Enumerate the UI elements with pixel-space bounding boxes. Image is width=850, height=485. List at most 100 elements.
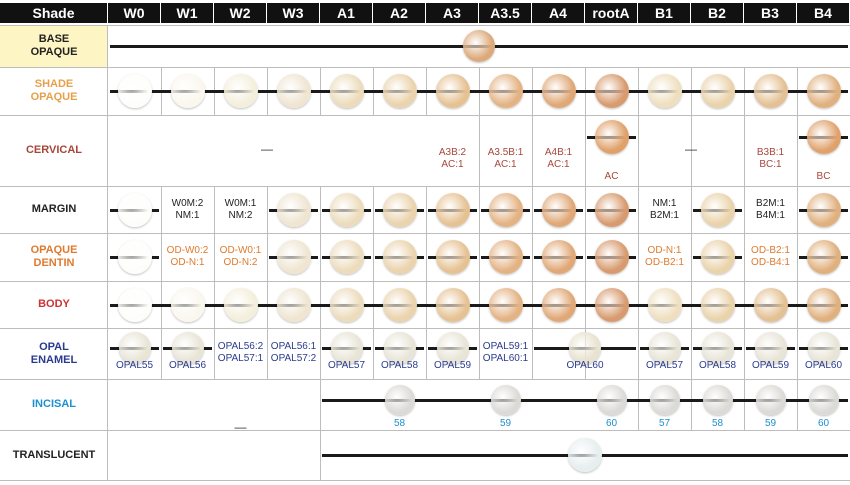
opaque-dentin-3-swatch: [276, 240, 311, 274]
header-shade-label: Shade: [0, 3, 107, 23]
grid-vline-6-1: [426, 186, 427, 379]
margin-3-swatch: [276, 192, 311, 227]
incisal-5-swatch: [755, 385, 786, 415]
body-7-swatch: [488, 287, 523, 322]
opaque-dentin-11-swatch: [700, 240, 735, 274]
incisal-3-swatch: [649, 385, 680, 415]
body-4-swatch: [329, 287, 364, 322]
header-column-a3: A3: [426, 3, 478, 23]
cervical-rootA-swatch: [594, 120, 629, 154]
header-column-a2: A2: [373, 3, 425, 23]
margin-text-3: B2M:1 B4M:1: [756, 197, 785, 221]
grid-vline-inc-10: [638, 379, 639, 430]
grid-vline-label: [107, 25, 108, 480]
shade-opaque-13-swatch: [806, 74, 841, 108]
grid-vline-inc-11: [691, 379, 692, 430]
opaque-dentin-7-swatch: [488, 240, 523, 274]
opaque-dentin-4-swatch: [329, 240, 364, 274]
margin-9-swatch: [594, 192, 629, 227]
grid-vline-3-1: [267, 186, 268, 379]
body-11-swatch: [700, 287, 735, 322]
shade-opaque-11-swatch: [700, 74, 735, 108]
opal-enamel-11-swatch: [701, 331, 734, 364]
header-column-a1: A1: [320, 3, 372, 23]
grid-hline-3: [0, 186, 850, 187]
cervical-dash-b: —: [685, 142, 697, 156]
cervical-text-0: A3B:2 AC:1: [438, 147, 467, 170]
margin-5-swatch: [382, 192, 417, 227]
grid-vline-cerv-8: [532, 115, 533, 186]
margin-6-swatch: [435, 192, 470, 227]
row-label-cervical: CERVICAL: [25, 144, 83, 156]
rod-incisal: [322, 399, 848, 402]
shade-opaque-10-swatch: [647, 74, 682, 108]
incisal-text-3: 57: [658, 418, 671, 429]
grid-vline-5-1: [373, 186, 374, 379]
incisal-6-swatch: [808, 385, 839, 415]
incisal-dash: —: [234, 420, 247, 434]
shade-opaque-2-swatch: [223, 74, 258, 108]
grid-vline-13-1: [797, 186, 798, 379]
opal-enamel-text-9: OPAL57: [645, 360, 684, 371]
row-label-opal-enamel: OPAL ENAMEL: [30, 340, 78, 366]
grid-vline-9-1: [585, 186, 586, 379]
cervical-text-4: B3B:1 BC:1: [756, 147, 785, 170]
grid-hline-6: [0, 328, 850, 329]
rod-body: [110, 303, 848, 307]
opal-enamel-6-swatch: [436, 331, 469, 364]
margin-13-swatch: [806, 192, 841, 227]
shade-opaque-8-swatch: [541, 74, 576, 108]
grid-hline-4: [0, 233, 850, 234]
row-label-body: BODY: [38, 298, 70, 310]
body-5-swatch: [382, 287, 417, 322]
opaque-dentin-8-swatch: [541, 240, 576, 274]
body-13-swatch: [806, 287, 841, 322]
margin-text-0: W0M:2 NM:1: [171, 197, 204, 221]
opal-enamel-text-11: OPAL59: [751, 360, 790, 371]
shade-opaque-5-swatch: [382, 74, 417, 108]
body-9-swatch: [594, 287, 629, 322]
grid-hline-8: [0, 430, 850, 431]
opal-enamel-text-7: OPAL59:1 OPAL60:1: [482, 341, 529, 364]
incisal-text-0: 58: [393, 418, 406, 429]
opal-enamel-text-12: OPAL60: [804, 360, 843, 371]
grid-vline-inc-13: [797, 379, 798, 430]
opaque-dentin-9-swatch: [594, 240, 629, 274]
body-0-swatch: [117, 287, 152, 322]
header-column-w3: W3: [267, 3, 319, 23]
grid-vline-cerv-10: [638, 115, 639, 186]
body-1-swatch: [170, 287, 205, 322]
shade-opaque-12-swatch: [753, 74, 788, 108]
grid-vline-2-1: [214, 186, 215, 379]
grid-vline-cerv-9: [585, 115, 586, 186]
opaque-dentin-6-swatch: [435, 240, 470, 274]
grid-vline-cerv-11: [691, 115, 692, 186]
incisal-4-swatch: [702, 385, 733, 415]
header-column-b2: B2: [691, 3, 743, 23]
grid-hline-9: [0, 480, 850, 481]
body-8-swatch: [541, 287, 576, 322]
grid-vline-7-1: [479, 186, 480, 379]
translucent-swatch: [568, 438, 602, 472]
cervical-text-2: A4B:1 AC:1: [544, 147, 573, 170]
shade-opaque-7-swatch: [488, 74, 523, 108]
grid-vline-12-1: [744, 186, 745, 379]
shade-opaque-4-swatch: [329, 74, 364, 108]
opal-enamel-text-1: OPAL56: [168, 360, 207, 371]
incisal-0-swatch: [384, 385, 415, 415]
opal-enamel-60-wide-swatch: [569, 331, 601, 364]
base-opaque-label-bg: [0, 25, 108, 67]
body-3-swatch: [276, 287, 311, 322]
grid-vline-4-1: [320, 186, 321, 379]
grid-vline-cerv-7: [479, 115, 480, 186]
opal-enamel-12-swatch: [754, 331, 787, 364]
header-column-w0: W0: [108, 3, 160, 23]
grid-vline-11-1: [691, 186, 692, 379]
header-column-a3-5: A3.5: [479, 3, 531, 23]
opal-enamel-text-8: OPAL60: [566, 360, 604, 371]
row-label-base-opaque: BASE OPAQUE: [30, 33, 78, 58]
header-column-b3: B3: [744, 3, 796, 23]
row-label-translucent: TRANSLUCENT: [12, 448, 96, 461]
incisal-text-5: 59: [764, 418, 777, 429]
incisal-text-6: 60: [817, 418, 830, 429]
